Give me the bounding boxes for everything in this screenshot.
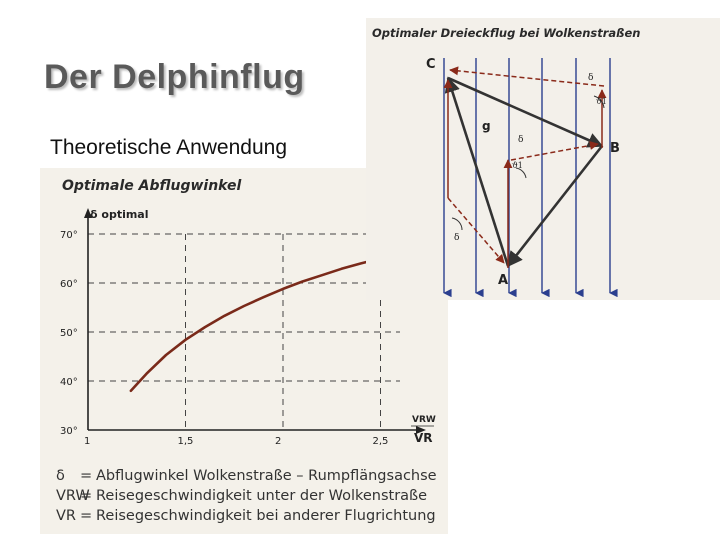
diagram-title: Optimaler Dreieckflug bei Wolkenstraßen bbox=[372, 26, 641, 40]
point-a-label: A bbox=[498, 273, 508, 288]
legend-row: VR = Reisegeschwindigkeit bei anderer Flug… bbox=[56, 506, 437, 526]
dreieckflug-diagram: C B A g δ ϑ1 δ ϑ1 δ bbox=[426, 57, 620, 298]
legend-row: δ = Abflugwinkel Wolkenstraße – Rumpflängs… bbox=[56, 466, 437, 486]
dashed-legs bbox=[447, 66, 605, 264]
angle-theta-label: ϑ1 bbox=[596, 97, 607, 106]
angle-delta-label: δ bbox=[518, 135, 523, 145]
cloud-street-lines bbox=[443, 58, 618, 298]
angle-theta-label: ϑ1 bbox=[512, 161, 523, 170]
angle-arcs bbox=[451, 95, 605, 231]
angle-delta-label: δ bbox=[588, 73, 593, 83]
x-tick-label: 1,5 bbox=[178, 436, 194, 447]
legend-symbol: VR bbox=[56, 508, 76, 524]
point-b-label: B bbox=[610, 141, 620, 156]
legend-text: Reisegeschwindigkeit unter der Wolkenstr… bbox=[96, 488, 428, 504]
flight-triangle bbox=[444, 76, 604, 268]
chart-title: Optimale Abflugwinkel bbox=[62, 178, 242, 194]
dreieckflug-diagram-scan: Optimaler Dreieckflug bei Wolkenstraßen bbox=[366, 18, 720, 300]
legend-row: VRW= Reisegeschwindigkeit unter der Wolke… bbox=[56, 486, 437, 506]
legend-text: Abflugwinkel Wolkenstraße – Rumpflängsac… bbox=[96, 468, 437, 484]
y-tick-label: 40° bbox=[60, 377, 78, 388]
legend-equals: = bbox=[80, 468, 93, 484]
abflugwinkel-chart: 30° 40° 50° 60° 70° 1 1,5 2 2,5 δ optimal VRW VR bbox=[60, 208, 436, 447]
legend-text: Reisegeschwindigkeit bei anderer Flugric… bbox=[96, 508, 436, 524]
x-tick-label: 2,5 bbox=[373, 436, 389, 447]
optimal-angle-curve bbox=[129, 252, 402, 393]
y-tick-label: 50° bbox=[60, 328, 78, 339]
y-tick-label: 70° bbox=[60, 230, 78, 241]
angle-delta-label: δ bbox=[454, 233, 459, 243]
point-c-label: C bbox=[426, 57, 436, 72]
chart-legend: δ = Abflugwinkel Wolkenstraße – Rumpflängs… bbox=[56, 466, 437, 526]
x-tick-label: 1 bbox=[84, 436, 90, 447]
edge-g-label: g bbox=[482, 119, 491, 133]
y-tick-label: 30° bbox=[60, 426, 78, 437]
x-tick-label: 2 bbox=[275, 436, 281, 447]
x-axis-arrow bbox=[416, 426, 426, 434]
x-axis-label-bottom: VR bbox=[414, 431, 433, 445]
legend-equals: = bbox=[80, 508, 93, 524]
y-tick-label: 60° bbox=[60, 279, 78, 290]
y-axis-label: δ optimal bbox=[90, 208, 149, 221]
legend-symbol: VRW bbox=[56, 488, 90, 504]
legend-equals: = bbox=[80, 488, 93, 504]
legend-symbol: δ bbox=[56, 468, 65, 484]
slide-subtitle: Theoretische Anwendung bbox=[50, 136, 287, 159]
x-axis-label-top: VRW bbox=[412, 415, 436, 425]
vertical-leg bbox=[443, 79, 607, 268]
slide-title: Der Delphinflug bbox=[44, 58, 305, 96]
y-axis-arrow bbox=[84, 208, 92, 218]
